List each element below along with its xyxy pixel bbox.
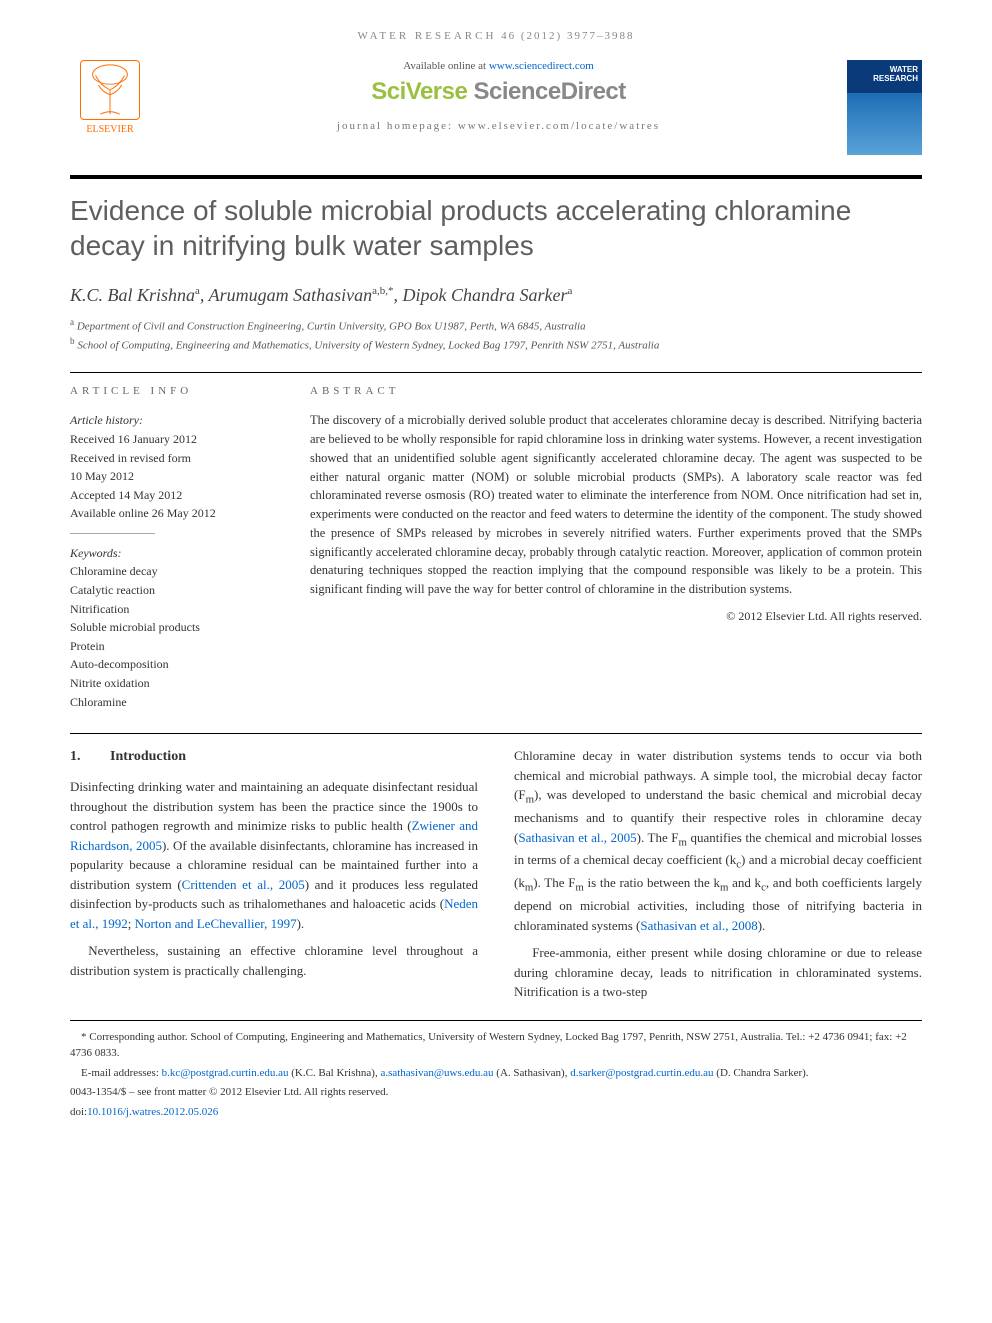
affiliations: a Department of Civil and Construction E…: [70, 316, 922, 354]
journal-cover-thumbnail: WATER RESEARCH: [847, 60, 922, 155]
keyword-item: Protein: [70, 637, 270, 656]
history-revised-line1: Received in revised form: [70, 449, 270, 468]
info-sub-rule: [70, 533, 155, 534]
section-heading-introduction: 1.Introduction: [70, 746, 478, 767]
email-addresses-line: E-mail addresses: b.kc@postgrad.curtin.e…: [70, 1065, 922, 1082]
info-abstract-row: ARTICLE INFO Article history: Received 1…: [70, 385, 922, 711]
keyword-item: Nitrification: [70, 600, 270, 619]
running-head: WATER RESEARCH 46 (2012) 3977–3988: [70, 30, 922, 42]
keyword-item: Nitrite oxidation: [70, 674, 270, 693]
journal-homepage: journal homepage: www.elsevier.com/locat…: [170, 120, 827, 132]
citation-link[interactable]: Sathasivan et al., 2005: [518, 830, 636, 845]
abstract-copyright: © 2012 Elsevier Ltd. All rights reserved…: [310, 609, 922, 624]
elsevier-name: ELSEVIER: [86, 124, 133, 135]
citation-link[interactable]: Crittenden et al., 2005: [182, 877, 305, 892]
affiliation-a: a Department of Civil and Construction E…: [70, 316, 922, 335]
elsevier-tree-icon: [80, 60, 140, 120]
available-online-line: Available online at www.sciencedirect.co…: [170, 60, 827, 72]
body-para-3: Chloramine decay in water distribution s…: [514, 746, 922, 935]
doi-link[interactable]: 10.1016/j.watres.2012.05.026: [87, 1106, 218, 1118]
elsevier-logo: ELSEVIER: [70, 60, 150, 150]
body-para-4: Free-ammonia, either present while dosin…: [514, 943, 922, 1002]
journal-cover-title: WATER RESEARCH: [847, 66, 918, 84]
keywords-label: Keywords:: [70, 544, 270, 563]
keywords-block: Keywords: Chloramine decayCatalytic reac…: [70, 544, 270, 711]
keyword-item: Chloramine: [70, 693, 270, 712]
email-link[interactable]: a.sathasivan@uws.edu.au: [380, 1067, 493, 1079]
running-head-journal: WATER RESEARCH: [358, 30, 497, 42]
keyword-item: Catalytic reaction: [70, 581, 270, 600]
running-head-pages: 46 (2012) 3977–3988: [501, 30, 634, 42]
header-center: Available online at www.sciencedirect.co…: [150, 60, 847, 132]
sciverse-logo: SciVerse ScienceDirect: [170, 78, 827, 106]
sciencedirect-word: ScienceDirect: [474, 78, 626, 105]
keyword-item: Chloramine decay: [70, 562, 270, 581]
title-rule: [70, 175, 922, 179]
article-title: Evidence of soluble microbial products a…: [70, 193, 922, 263]
affiliation-b: b School of Computing, Engineering and M…: [70, 335, 922, 354]
keyword-item: Soluble microbial products: [70, 618, 270, 637]
abstract-label: ABSTRACT: [310, 385, 922, 397]
body-para-1: Disinfecting drinking water and maintain…: [70, 777, 478, 933]
history-label: Article history:: [70, 411, 270, 430]
article-history: Article history: Received 16 January 201…: [70, 411, 270, 523]
sciencedirect-link[interactable]: www.sciencedirect.com: [489, 60, 594, 72]
citation-link[interactable]: Sathasivan et al., 2008: [640, 918, 757, 933]
email-link[interactable]: d.sarker@postgrad.curtin.edu.au: [570, 1067, 713, 1079]
citation-link[interactable]: Norton and LeChevallier, 1997: [135, 916, 297, 931]
author-list: K.C. Bal Krishnaa, Arumugam Sathasivana,…: [70, 285, 922, 306]
section-number: 1.: [70, 746, 110, 767]
section-title: Introduction: [110, 749, 186, 764]
info-top-rule: [70, 372, 922, 373]
corresponding-author-note: * Corresponding author. School of Comput…: [70, 1029, 922, 1062]
issn-copyright-line: 0043-1354/$ – see front matter © 2012 El…: [70, 1084, 922, 1101]
history-revised-line2: 10 May 2012: [70, 467, 270, 486]
body-two-column: 1.Introduction Disinfecting drinking wat…: [70, 746, 922, 1001]
doi-line: doi:10.1016/j.watres.2012.05.026: [70, 1104, 922, 1121]
email-link[interactable]: b.kc@postgrad.curtin.edu.au: [162, 1067, 289, 1079]
footnotes: * Corresponding author. School of Comput…: [70, 1020, 922, 1121]
body-para-2: Nevertheless, sustaining an effective ch…: [70, 941, 478, 980]
info-bottom-rule: [70, 733, 922, 734]
sciverse-word: SciVerse: [371, 78, 473, 105]
article-info-label: ARTICLE INFO: [70, 385, 270, 397]
publisher-header: ELSEVIER Available online at www.science…: [70, 60, 922, 155]
history-accepted: Accepted 14 May 2012: [70, 486, 270, 505]
abstract-text: The discovery of a microbially derived s…: [310, 411, 922, 599]
history-received: Received 16 January 2012: [70, 430, 270, 449]
keyword-item: Auto-decomposition: [70, 655, 270, 674]
history-online: Available online 26 May 2012: [70, 504, 270, 523]
abstract-column: ABSTRACT The discovery of a microbially …: [310, 385, 922, 711]
article-info-column: ARTICLE INFO Article history: Received 1…: [70, 385, 270, 711]
